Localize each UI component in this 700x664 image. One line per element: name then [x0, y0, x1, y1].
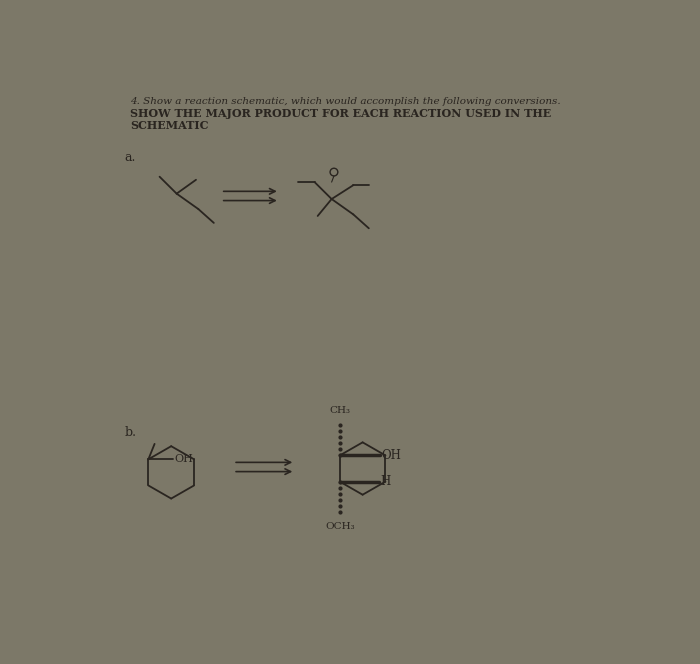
Text: H: H — [380, 475, 391, 488]
Text: a.: a. — [125, 151, 136, 163]
Text: SCHEMATIC: SCHEMATIC — [130, 120, 209, 131]
Text: CH₃: CH₃ — [329, 406, 350, 414]
Text: 4. Show a reaction schematic, which would accomplish the following conversions.: 4. Show a reaction schematic, which woul… — [130, 97, 561, 106]
Text: SHOW THE MAJOR PRODUCT FOR EACH REACTION USED IN THE: SHOW THE MAJOR PRODUCT FOR EACH REACTION… — [130, 108, 552, 119]
Text: OH: OH — [175, 454, 194, 464]
Text: b.: b. — [125, 426, 136, 439]
Text: OH: OH — [382, 449, 402, 462]
Text: OCH₃: OCH₃ — [325, 523, 355, 531]
